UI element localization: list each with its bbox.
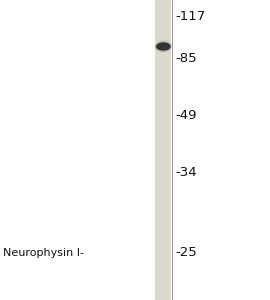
- Ellipse shape: [156, 42, 171, 51]
- Text: -25: -25: [176, 245, 197, 259]
- Bar: [155, 0, 171, 300]
- Text: -85: -85: [176, 52, 197, 65]
- Text: -34: -34: [176, 166, 197, 179]
- Ellipse shape: [155, 40, 172, 52]
- Text: -49: -49: [176, 109, 197, 122]
- Text: Neurophysin I-: Neurophysin I-: [3, 248, 84, 259]
- Text: -117: -117: [176, 10, 206, 23]
